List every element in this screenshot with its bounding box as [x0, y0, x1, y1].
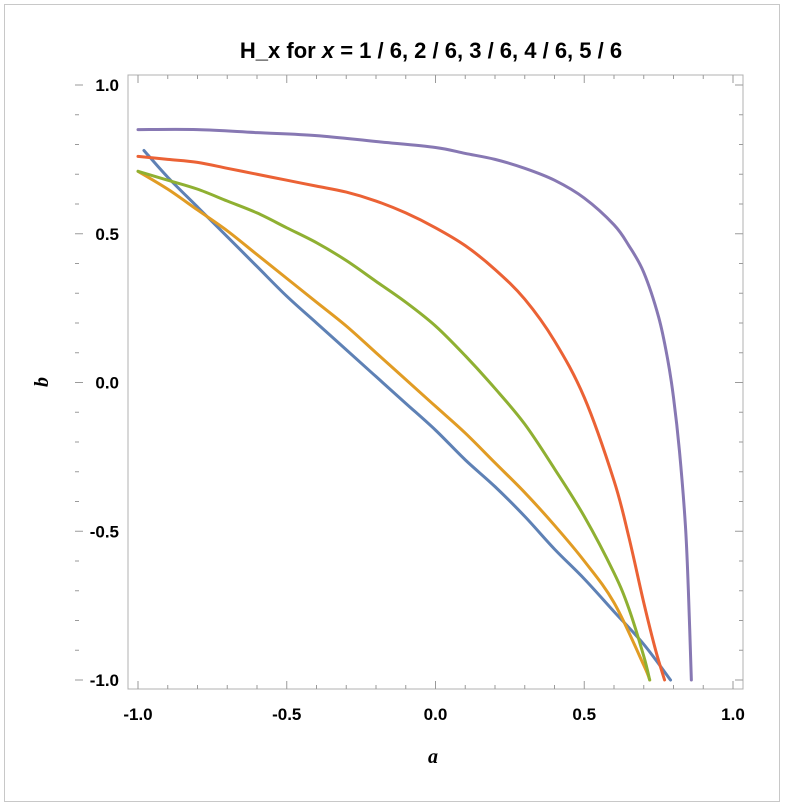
y-tick-label: -0.5 [90, 522, 119, 541]
x-axis-label: a [428, 746, 438, 768]
series-line-5 [136, 127, 693, 682]
axis-ticks [75, 75, 743, 689]
y-tick-labels: 1.0 0.5 0.0 -0.5 -1.0 [90, 76, 119, 690]
y-tick-label: 0.0 [95, 374, 119, 393]
series-line-3 [136, 169, 652, 682]
y-axis-label: b [31, 377, 53, 387]
series-group [136, 127, 693, 682]
x-tick-labels: -1.0 -0.5 0.0 0.5 1.0 [123, 705, 744, 724]
series-line-2 [136, 169, 652, 682]
y-tick-label: -1.0 [90, 671, 119, 690]
chart-frame [4, 4, 780, 802]
y-tick-label: 0.5 [95, 225, 119, 244]
y-tick-label: 1.0 [95, 76, 119, 95]
chart-title-prefix: H_x for [240, 38, 322, 63]
chart-title-suffix: = 1 / 6, 2 / 6, 3 / 6, 4 / 6, 5 / 6 [334, 38, 622, 63]
x-tick-label: -0.5 [272, 705, 301, 724]
chart-title: H_x for x = 1 / 6, 2 / 6, 3 / 6, 4 / 6, … [240, 38, 622, 63]
series-line-4 [136, 154, 667, 682]
x-tick-label: 0.5 [572, 705, 596, 724]
series-line-1 [142, 148, 673, 682]
x-tick-label: 0.0 [424, 705, 448, 724]
x-tick-label: 1.0 [721, 705, 745, 724]
chart-title-variable: x [321, 38, 335, 63]
x-tick-label: -1.0 [123, 705, 152, 724]
